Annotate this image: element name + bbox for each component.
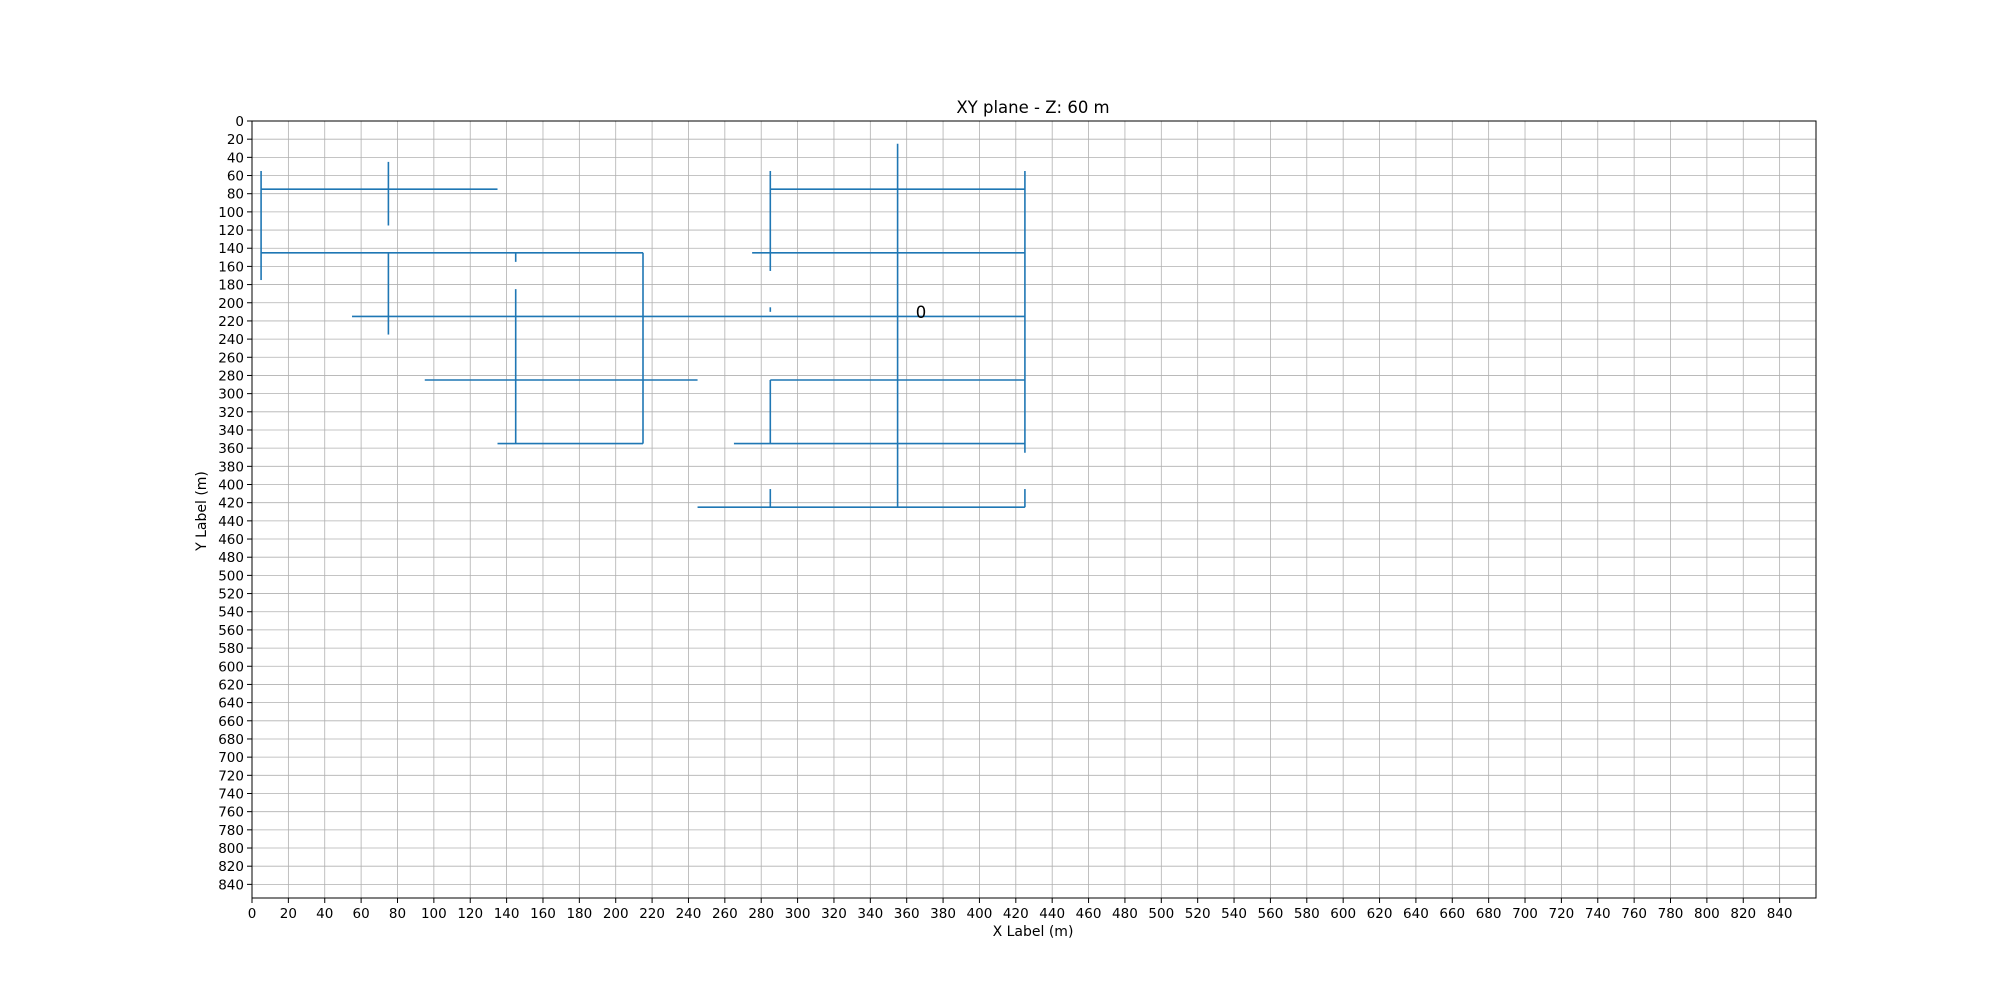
- x-tick-label: 560: [1258, 906, 1284, 922]
- x-tick-label: 420: [1003, 906, 1029, 922]
- y-tick-label: 580: [218, 641, 244, 657]
- x-tick-label: 320: [821, 906, 847, 922]
- x-tick-label: 460: [1076, 906, 1102, 922]
- x-tick-label: 640: [1403, 906, 1429, 922]
- x-tick-label: 820: [1730, 906, 1756, 922]
- y-tick-label: 40: [227, 150, 244, 166]
- y-tick-label: 700: [218, 750, 244, 766]
- x-tick-label: 220: [639, 906, 665, 922]
- x-tick-label: 80: [389, 906, 406, 922]
- x-tick-label: 600: [1330, 906, 1356, 922]
- y-tick-label: 800: [218, 841, 244, 857]
- x-tick-label: 540: [1221, 906, 1247, 922]
- plot-frame: [251, 120, 1817, 899]
- y-tick-label: 80: [227, 187, 244, 203]
- y-tick-label: 20: [227, 132, 244, 148]
- x-tick-label: 720: [1549, 906, 1575, 922]
- data-segments: [260, 143, 1026, 509]
- x-tick-label: 380: [930, 906, 956, 922]
- axes-frame: [251, 120, 1817, 899]
- x-tick-label: 100: [421, 906, 447, 922]
- y-tick-label: 760: [218, 805, 244, 821]
- x-tick-label: 60: [353, 906, 370, 922]
- y-tick-label: 260: [218, 350, 244, 366]
- y-tick-label: 120: [218, 223, 244, 239]
- x-tick-label: 140: [494, 906, 520, 922]
- y-tick-label: 100: [218, 205, 244, 221]
- x-tick-label: 40: [316, 906, 333, 922]
- x-tick-label: 680: [1476, 906, 1502, 922]
- y-tick-label: 300: [218, 387, 244, 403]
- y-tick-label: 780: [218, 823, 244, 839]
- y-tick-label: 620: [218, 677, 244, 693]
- y-tick-label: 740: [218, 786, 244, 802]
- y-tick-label: 460: [218, 532, 244, 548]
- y-tick-label: 480: [218, 550, 244, 566]
- x-tick-label: 280: [748, 906, 774, 922]
- y-tick-label: 840: [218, 877, 244, 893]
- x-tick-label: 700: [1512, 906, 1538, 922]
- x-tick-label: 360: [894, 906, 920, 922]
- y-tick-label: 0: [235, 114, 244, 130]
- y-tick-label: 340: [218, 423, 244, 439]
- x-tick-label: 260: [712, 906, 738, 922]
- x-tick-label: 240: [676, 906, 702, 922]
- x-tick-label: 480: [1112, 906, 1138, 922]
- x-tick-label: 740: [1585, 906, 1611, 922]
- x-tick-label: 440: [1039, 906, 1065, 922]
- x-tick-label: 20: [280, 906, 297, 922]
- y-tick-label: 660: [218, 714, 244, 730]
- x-tick-label: 200: [603, 906, 629, 922]
- x-tick-label: 160: [530, 906, 556, 922]
- y-axis-ticks: 0 20 40 60 80 100 120 140 160 180 200 220 240 260 280 3…: [218, 114, 252, 893]
- y-tick-label: 520: [218, 587, 244, 603]
- y-tick-label: 640: [218, 696, 244, 712]
- x-tick-label: 620: [1367, 906, 1393, 922]
- x-tick-label: 520: [1185, 906, 1211, 922]
- x-axis-ticks: 0 20 40 60 80 100 120 140 160 180 200 220 240 260 280 3…: [248, 898, 1793, 922]
- x-tick-label: 580: [1294, 906, 1320, 922]
- y-tick-label: 180: [218, 278, 244, 294]
- y-tick-label: 60: [227, 169, 244, 185]
- annotations: 0: [916, 303, 927, 322]
- x-tick-label: 660: [1439, 906, 1465, 922]
- x-tick-label: 500: [1148, 906, 1174, 922]
- y-tick-label: 140: [218, 241, 244, 257]
- x-tick-label: 400: [967, 906, 993, 922]
- x-tick-label: 800: [1694, 906, 1720, 922]
- y-tick-label: 400: [218, 478, 244, 494]
- y-tick-label: 420: [218, 496, 244, 512]
- x-tick-label: 780: [1658, 906, 1684, 922]
- x-tick-label: 300: [785, 906, 811, 922]
- chart-title: XY plane - Z: 60 m: [956, 98, 1109, 117]
- y-tick-label: 600: [218, 659, 244, 675]
- y-tick-label: 380: [218, 459, 244, 475]
- x-tick-label: 180: [566, 906, 592, 922]
- y-tick-label: 200: [218, 296, 244, 312]
- y-tick-label: 240: [218, 332, 244, 348]
- y-tick-label: 680: [218, 732, 244, 748]
- y-tick-label: 440: [218, 514, 244, 530]
- grid: [251, 120, 1816, 898]
- y-tick-label: 160: [218, 259, 244, 275]
- x-tick-label: 0: [248, 906, 257, 922]
- y-tick-label: 500: [218, 568, 244, 584]
- y-tick-label: 720: [218, 768, 244, 784]
- y-tick-label: 220: [218, 314, 244, 330]
- x-tick-label: 760: [1621, 906, 1647, 922]
- y-tick-label: 320: [218, 405, 244, 421]
- x-tick-label: 120: [457, 906, 483, 922]
- y-axis-label: Y Label (m): [194, 471, 210, 552]
- y-tick-label: 560: [218, 623, 244, 639]
- y-tick-label: 360: [218, 441, 244, 457]
- y-tick-label: 540: [218, 605, 244, 621]
- y-tick-label: 820: [218, 859, 244, 875]
- x-tick-label: 840: [1767, 906, 1793, 922]
- y-tick-label: 280: [218, 368, 244, 384]
- annotation-label: 0: [916, 303, 927, 322]
- x-axis-label: X Label (m): [993, 924, 1074, 940]
- x-tick-label: 340: [857, 906, 883, 922]
